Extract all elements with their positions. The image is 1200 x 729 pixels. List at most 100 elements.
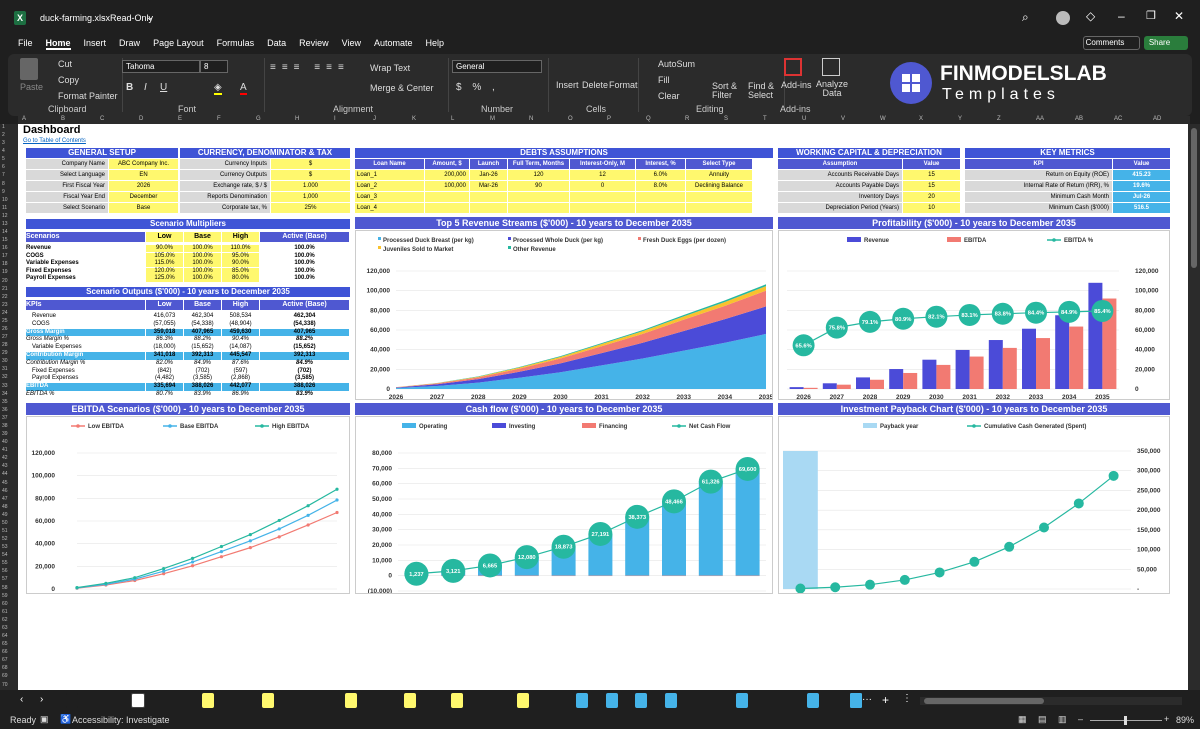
restore-icon[interactable]: ❐ bbox=[1146, 10, 1156, 22]
cut-button[interactable]: Cut bbox=[58, 59, 73, 69]
row-header[interactable]: 57 bbox=[2, 576, 8, 583]
menu-formulas[interactable]: Formulas bbox=[216, 38, 255, 48]
tab-revenue[interactable] bbox=[202, 693, 215, 708]
column-header[interactable]: L bbox=[451, 116, 455, 122]
column-header[interactable]: O bbox=[568, 116, 573, 122]
analyze-data-button[interactable]: Analyze Data bbox=[816, 79, 849, 98]
diamond-icon[interactable]: ◇ bbox=[1086, 9, 1096, 23]
macro-icon[interactable]: ▣ bbox=[40, 714, 49, 724]
row-header[interactable]: 4 bbox=[2, 148, 5, 155]
row-header[interactable]: 25 bbox=[2, 317, 8, 324]
row-header[interactable]: 64 bbox=[2, 633, 8, 640]
row-header[interactable]: 50 bbox=[2, 519, 8, 526]
row-header[interactable]: 5 bbox=[2, 156, 5, 163]
row-header[interactable]: 42 bbox=[2, 455, 8, 462]
zoom-in-icon[interactable]: + bbox=[1164, 714, 1170, 724]
copy-button[interactable]: Copy bbox=[58, 75, 80, 85]
column-header[interactable]: AB bbox=[1075, 116, 1084, 122]
view-break-icon[interactable]: ▥ bbox=[1058, 714, 1067, 724]
row-header[interactable]: 16 bbox=[2, 245, 8, 252]
row-header[interactable]: 47 bbox=[2, 495, 8, 502]
row-header[interactable]: 18 bbox=[2, 261, 8, 268]
menu-file[interactable]: File bbox=[18, 38, 33, 48]
column-header[interactable]: I bbox=[334, 116, 336, 122]
row-header[interactable]: 19 bbox=[2, 269, 8, 276]
row-header[interactable]: 38 bbox=[2, 422, 8, 429]
row-header[interactable]: 70 bbox=[2, 681, 8, 688]
menu-page-layout[interactable]: Page Layout bbox=[153, 38, 204, 48]
column-header[interactable]: W bbox=[880, 116, 886, 122]
column-header[interactable]: G bbox=[256, 116, 261, 122]
row-header[interactable]: 23 bbox=[2, 301, 8, 308]
autosum-button[interactable]: AutoSum bbox=[658, 59, 696, 69]
row-header[interactable]: 61 bbox=[2, 608, 8, 615]
comments-button[interactable]: Comments bbox=[1083, 36, 1140, 50]
column-header[interactable]: P bbox=[607, 116, 612, 122]
underline-button[interactable]: U bbox=[160, 82, 168, 93]
row-header[interactable]: 31 bbox=[2, 366, 8, 373]
number-format-box[interactable]: General bbox=[452, 60, 542, 73]
row-header[interactable]: 66 bbox=[2, 649, 8, 656]
row-header[interactable]: 30 bbox=[2, 358, 8, 365]
column-header[interactable]: M bbox=[490, 116, 495, 122]
align-icons[interactable]: ≡≡≡ ≡≡≡ bbox=[270, 62, 350, 73]
row-header[interactable]: 54 bbox=[2, 552, 8, 559]
number-format-icons[interactable]: $ % , bbox=[456, 82, 499, 93]
paste-icon[interactable] bbox=[20, 58, 38, 80]
row-header[interactable]: 6 bbox=[2, 164, 5, 171]
row-header[interactable]: 63 bbox=[2, 624, 8, 631]
column-header[interactable]: N bbox=[529, 116, 534, 122]
share-button[interactable]: Share bbox=[1144, 36, 1188, 50]
toc-link[interactable]: Go to Table of Contents bbox=[23, 138, 86, 144]
row-header[interactable]: 7 bbox=[2, 172, 5, 179]
more-tabs-icon[interactable]: ··· bbox=[862, 694, 872, 705]
row-header[interactable]: 32 bbox=[2, 374, 8, 381]
column-header[interactable]: A bbox=[22, 116, 27, 122]
row-header[interactable]: 8 bbox=[2, 180, 5, 187]
row-header[interactable]: 43 bbox=[2, 463, 8, 470]
zoom-level[interactable]: 89% bbox=[1176, 715, 1195, 725]
row-header[interactable]: 17 bbox=[2, 253, 8, 260]
row-header[interactable]: 36 bbox=[2, 406, 8, 413]
column-header[interactable]: R bbox=[685, 116, 690, 122]
column-header[interactable]: X bbox=[919, 116, 924, 122]
column-header[interactable]: B bbox=[61, 116, 66, 122]
column-header[interactable]: T bbox=[763, 116, 767, 122]
row-header[interactable]: 45 bbox=[2, 479, 8, 486]
row-header[interactable]: 1 bbox=[2, 124, 5, 130]
menu-insert[interactable]: Insert bbox=[83, 38, 107, 48]
zoom-slider[interactable] bbox=[1090, 716, 1162, 725]
format-painter-button[interactable]: Format Painter bbox=[58, 91, 118, 101]
avatar[interactable] bbox=[1056, 11, 1070, 25]
tab-valuation[interactable] bbox=[736, 693, 749, 708]
column-header[interactable]: C bbox=[100, 116, 105, 122]
row-header[interactable]: 41 bbox=[2, 447, 8, 454]
column-header[interactable]: F bbox=[217, 116, 221, 122]
row-header[interactable]: 68 bbox=[2, 665, 8, 672]
accessibility-status[interactable]: Accessibility: Investigate bbox=[72, 715, 170, 725]
font-color-icon[interactable]: A bbox=[240, 82, 247, 95]
row-header[interactable]: 58 bbox=[2, 584, 8, 591]
read-only-label[interactable]: Read-Only bbox=[110, 13, 154, 23]
row-header[interactable]: 44 bbox=[2, 471, 8, 478]
row-header[interactable]: 60 bbox=[2, 600, 8, 607]
tab-dashboard[interactable] bbox=[131, 693, 146, 708]
tab-prev-icon[interactable]: ‹ bbox=[20, 694, 24, 705]
row-header[interactable]: 35 bbox=[2, 398, 8, 405]
tab-bs[interactable] bbox=[635, 693, 648, 708]
delete-button[interactable]: Delete bbox=[582, 80, 609, 90]
accessibility-icon[interactable]: ♿ bbox=[60, 714, 72, 724]
worksheet[interactable]: Dashboard Go to Table of Contents GENERA… bbox=[18, 124, 1188, 690]
row-header[interactable]: 39 bbox=[2, 431, 8, 438]
tab-capital[interactable] bbox=[516, 693, 529, 708]
row-header[interactable]: 20 bbox=[2, 277, 8, 284]
tab-contents[interactable] bbox=[66, 693, 78, 708]
row-header[interactable]: 67 bbox=[2, 657, 8, 664]
add-ins-icon[interactable] bbox=[784, 58, 802, 76]
row-header[interactable]: 29 bbox=[2, 350, 8, 357]
column-header[interactable]: D bbox=[139, 116, 144, 122]
tab-is[interactable] bbox=[575, 693, 588, 708]
insert-button[interactable]: Insert bbox=[556, 80, 579, 90]
row-header[interactable]: 69 bbox=[2, 673, 8, 680]
column-header[interactable]: AC bbox=[1114, 116, 1123, 122]
